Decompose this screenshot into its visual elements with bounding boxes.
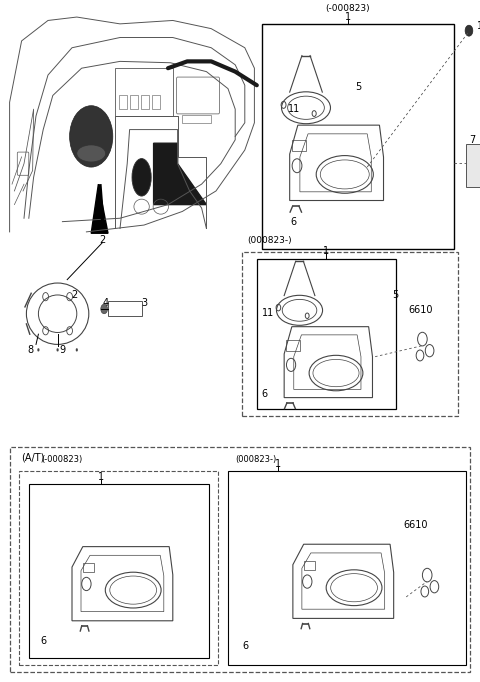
Text: (-000823): (-000823) (326, 4, 370, 14)
Bar (141, 95, 149, 109)
Text: 11: 11 (288, 104, 300, 115)
Bar (257, 259, 396, 409)
Circle shape (465, 25, 473, 36)
Bar (29, 484, 209, 658)
Bar (119, 95, 127, 109)
Text: 1: 1 (98, 473, 104, 482)
Text: (A/T): (A/T) (22, 452, 45, 462)
Text: (000823-): (000823-) (247, 235, 292, 245)
Text: 7: 7 (469, 134, 475, 145)
Ellipse shape (132, 158, 151, 196)
FancyBboxPatch shape (466, 144, 480, 188)
Bar (262, 24, 454, 249)
Text: 1: 1 (276, 459, 281, 469)
Bar (152, 95, 160, 109)
Text: 6: 6 (262, 389, 268, 399)
Text: 6: 6 (242, 640, 249, 651)
Bar (10, 447, 470, 672)
Text: (000823-): (000823-) (235, 455, 276, 464)
Circle shape (101, 304, 108, 314)
Bar (19, 471, 218, 665)
Text: 4: 4 (103, 299, 108, 308)
Ellipse shape (77, 145, 106, 162)
Polygon shape (154, 143, 206, 205)
Polygon shape (91, 184, 108, 233)
Text: 6610: 6610 (408, 305, 432, 314)
Text: 8: 8 (27, 345, 33, 355)
Text: 3: 3 (141, 299, 147, 308)
Bar (130, 95, 138, 109)
Circle shape (70, 106, 113, 167)
Bar (286, 340, 300, 351)
Text: 1: 1 (345, 12, 351, 22)
Text: 2: 2 (71, 290, 78, 299)
Text: 5: 5 (392, 290, 398, 300)
Text: 6: 6 (41, 636, 47, 646)
Text: 5: 5 (355, 82, 361, 92)
Text: (-000823): (-000823) (41, 455, 82, 464)
Bar (83, 563, 94, 572)
Bar (242, 252, 458, 416)
Text: 1: 1 (324, 246, 329, 256)
Text: 6610: 6610 (403, 520, 428, 530)
Bar (108, 301, 142, 316)
Text: 2: 2 (99, 235, 106, 245)
Bar (228, 471, 466, 665)
Text: 11: 11 (262, 308, 274, 318)
Bar (182, 115, 211, 123)
Bar (304, 561, 315, 570)
Text: 6: 6 (290, 217, 297, 227)
Text: 9: 9 (60, 345, 65, 355)
Bar (292, 140, 306, 151)
Text: 10: 10 (477, 21, 480, 31)
